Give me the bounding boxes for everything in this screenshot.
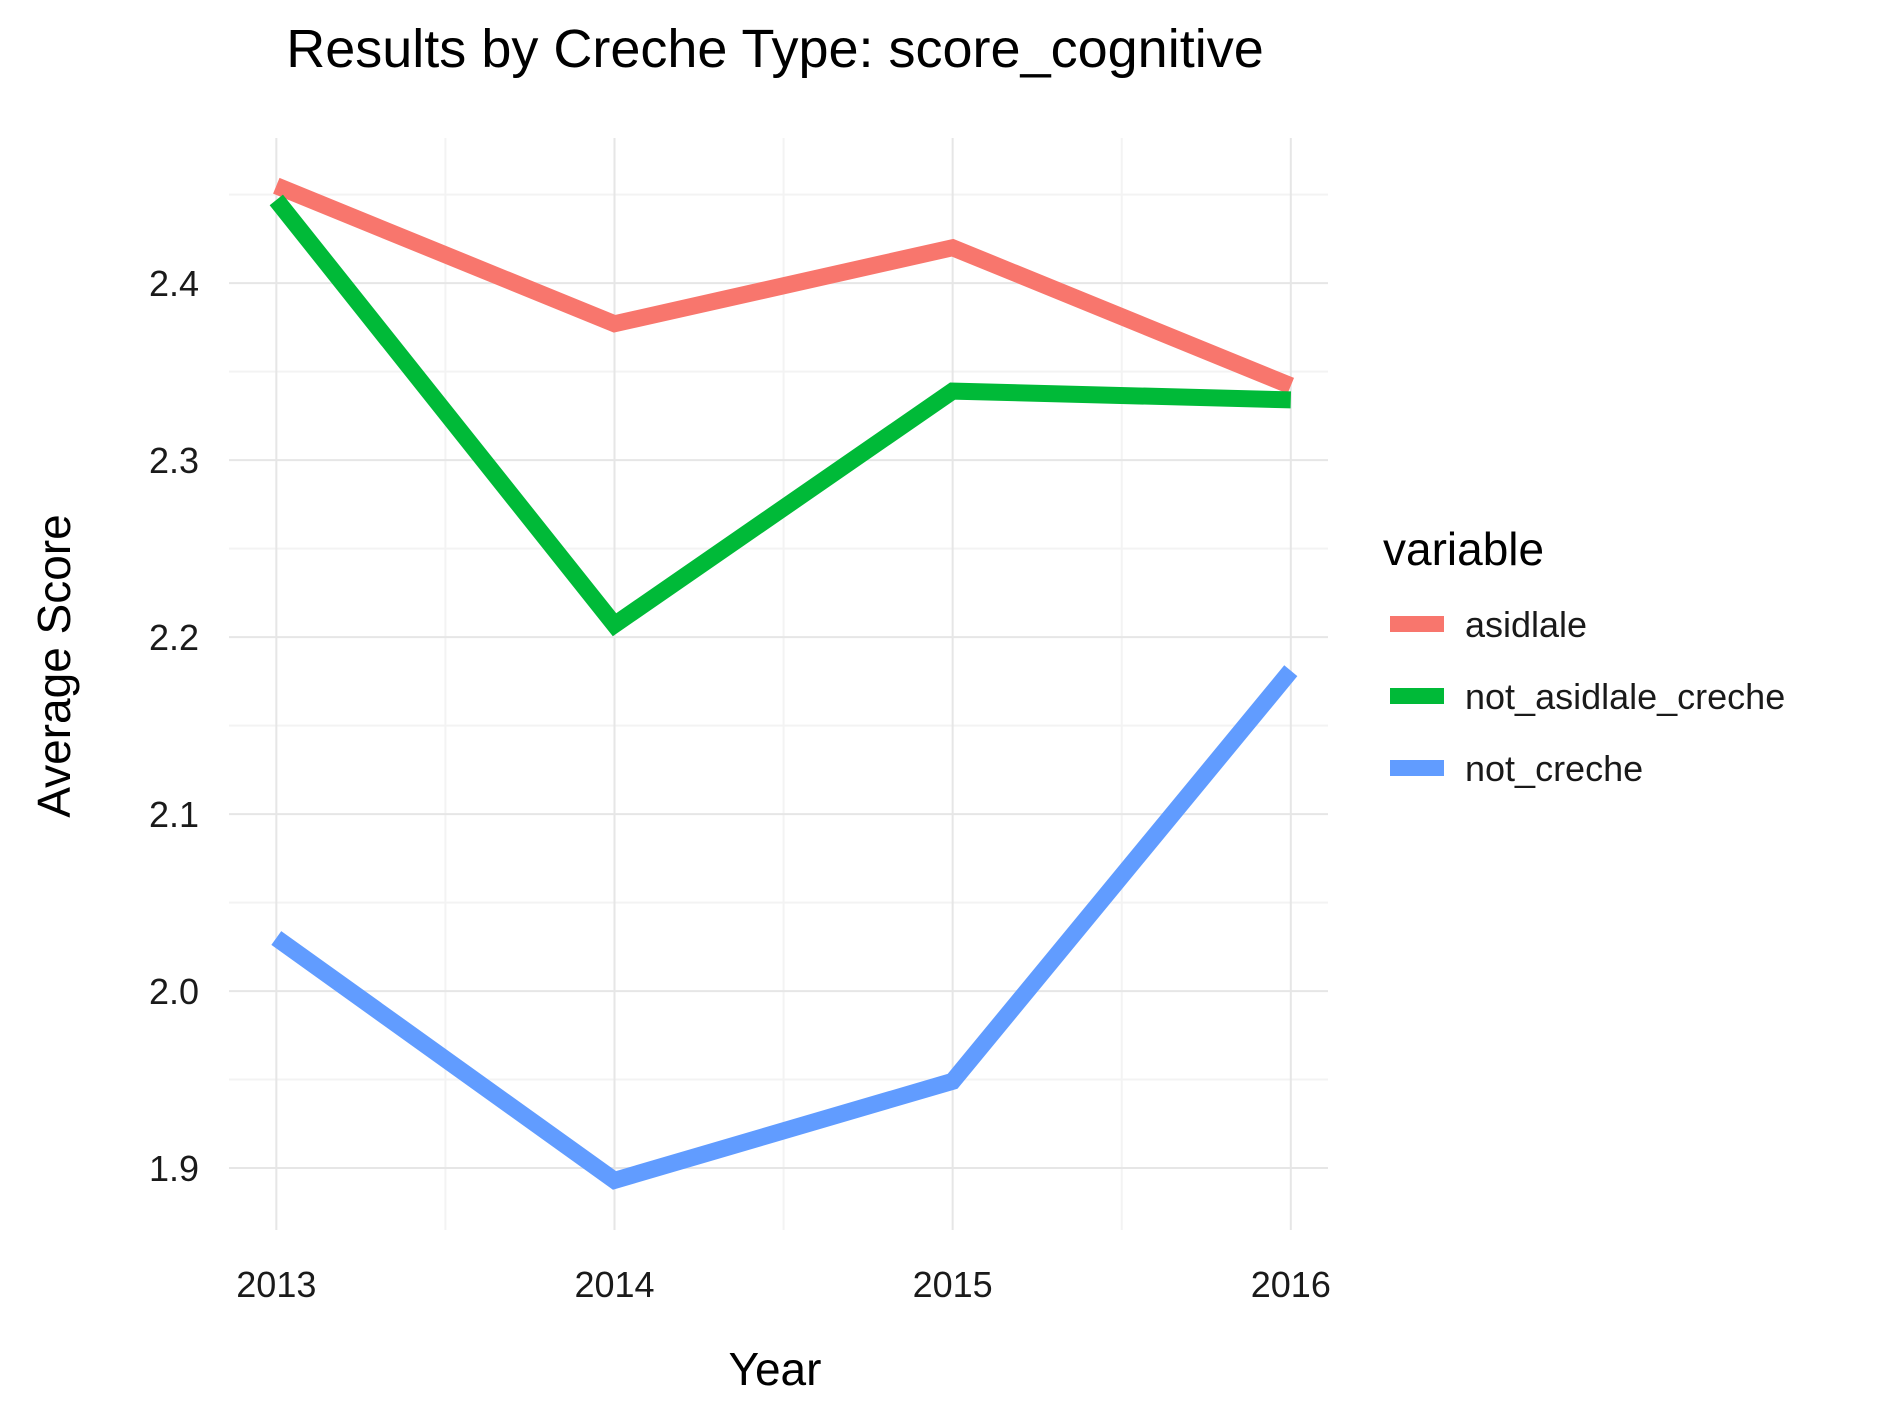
y-tick-label: 2.4 [149,263,199,304]
x-tick-label: 2016 [1251,1264,1331,1305]
series-line-not-asidlale-creche [269,194,1292,637]
x-axis-title: Year [729,1343,822,1395]
legend-item-not-creche: not_creche [1390,748,1643,789]
legend-label: not_asidlale_creche [1465,676,1785,717]
y-tick-label: 2.0 [149,971,199,1012]
legend: variable asidlale not_asidlale_creche not_… [1383,523,1785,789]
legend-items: asidlale not_asidlale_creche not_creche [1390,604,1785,789]
y-axis-title: Average Score [28,514,80,817]
legend-item-asidlale: asidlale [1390,604,1587,645]
minor-gridlines [229,138,1328,1230]
y-tick-label: 2.1 [149,794,199,835]
x-tick-label: 2013 [236,1264,316,1305]
y-tick-label: 2.3 [149,440,199,481]
major-gridlines [229,138,1328,1230]
x-tick-label: 2014 [574,1264,654,1305]
chart-title: Results by Creche Type: score_cognitive [286,19,1263,79]
legend-key-swatch [1390,760,1444,776]
y-tick-label: 2.2 [149,617,199,658]
legend-label: not_creche [1465,748,1643,789]
y-tick-label: 1.9 [149,1148,199,1189]
legend-key-swatch [1390,688,1444,704]
y-axis-tick-labels: 1.9 2.0 2.1 2.2 2.3 2.4 [149,263,199,1189]
series-line-not-creche [271,665,1298,1190]
legend-title: variable [1383,523,1544,575]
x-axis-tick-labels: 2013 2014 2015 2016 [236,1264,1331,1305]
series-line-asidlale [273,177,1295,394]
legend-label: asidlale [1465,604,1587,645]
legend-item-not-asidlale-creche: not_asidlale_creche [1390,676,1785,717]
series-lines [269,177,1298,1190]
x-tick-label: 2015 [913,1264,993,1305]
legend-key-swatch [1390,616,1444,632]
